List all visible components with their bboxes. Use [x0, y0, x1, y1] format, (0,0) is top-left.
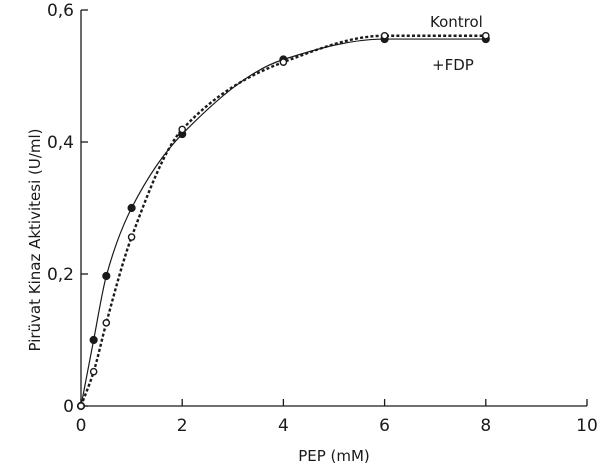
x-tick-label: 4	[278, 416, 289, 436]
axes: 0 2 4 6 8 10 0 0,2 0,4 0,6	[47, 1, 598, 436]
data-point-fdp	[127, 233, 136, 241]
series-label-kontrol: Kontrol	[430, 13, 483, 31]
y-axis-title: Pirüvat Kinaz Aktivitesi (U/ml)	[26, 128, 44, 351]
data-point-fdp	[178, 125, 186, 134]
x-tick-label: 6	[379, 416, 390, 436]
y-tick-label: 0	[63, 397, 74, 417]
data-point-kontrol	[89, 335, 98, 345]
series-curves	[79, 34, 486, 407]
data-point-fdp	[279, 58, 288, 66]
data-point-fdp	[102, 319, 111, 327]
y-tick-label: 0,4	[47, 133, 74, 153]
series-line-kontrol	[80, 38, 486, 407]
data-points	[76, 31, 490, 411]
x-tick-label: 0	[76, 416, 87, 436]
x-tick-label: 2	[177, 416, 188, 436]
y-tick-label: 0,6	[47, 1, 74, 21]
data-point-kontrol	[127, 203, 136, 213]
x-tick-label: 10	[576, 416, 598, 436]
series-label-fdp: +FDP	[432, 56, 474, 74]
data-point-fdp	[481, 31, 490, 40]
data-point-fdp	[89, 367, 98, 376]
data-point-fdp	[77, 402, 85, 410]
x-axis-title: PEP (mM)	[298, 447, 370, 465]
x-tick-label: 8	[480, 416, 491, 436]
series-line-fdp	[79, 34, 486, 407]
data-point-fdp	[380, 31, 389, 40]
data-point-kontrol	[102, 271, 111, 281]
y-tick-label: 0,2	[47, 265, 74, 285]
